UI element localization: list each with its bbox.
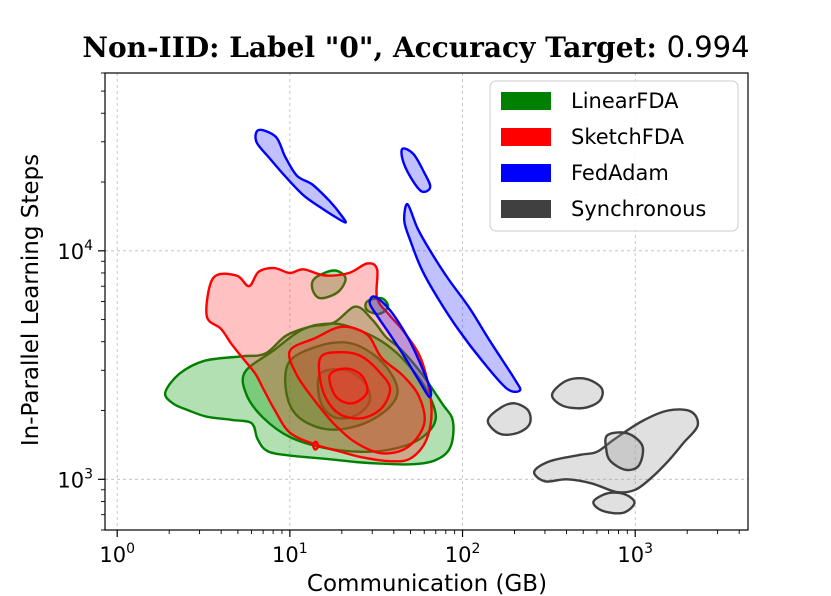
- y-axis-label: In-Parallel Learning Steps: [18, 154, 44, 446]
- contour-region: [400, 147, 432, 194]
- x-tick-label: 101: [272, 541, 308, 567]
- series-synchronous: [486, 377, 700, 515]
- legend-swatch-linearfda: [501, 92, 551, 110]
- contour-region: [310, 269, 347, 300]
- x-axis-ticks: 100 101 102 103: [99, 530, 740, 567]
- legend-box: [489, 80, 739, 232]
- legend-swatch-fedadam: [501, 164, 551, 182]
- y-tick-label: 104: [57, 238, 93, 264]
- contour-region: [254, 128, 347, 224]
- series-linearfda: [163, 269, 455, 466]
- chart-title-main: Non-IID: Label "0", Accuracy Target:: [82, 31, 666, 64]
- contour-region: [403, 202, 522, 394]
- legend-swatch-synchronous: [501, 200, 551, 218]
- x-tick-label: 102: [445, 541, 481, 567]
- contour-region: [368, 295, 433, 399]
- x-tick-label: 100: [99, 541, 135, 567]
- contour-region: [317, 350, 392, 420]
- legend-label-sketchfda: SketchFDA: [571, 125, 685, 149]
- y-axis-ticks: 103 104: [57, 72, 105, 531]
- contour-region: [328, 367, 369, 405]
- contour-region: [287, 325, 426, 455]
- chart-title-value: 0.994: [667, 30, 750, 64]
- grid-lines: [105, 73, 748, 530]
- series-sketchfda: [205, 262, 433, 463]
- legend-swatch-sketchfda: [501, 128, 551, 146]
- legend-label-linearfda: LinearFDA: [571, 89, 679, 113]
- x-axis-label: Communication (GB): [307, 571, 547, 596]
- legend-label-synchronous: Synchronous: [571, 197, 706, 221]
- contour-region: [241, 322, 438, 454]
- chart-title: Non-IID: Label "0", Accuracy Target: 0.9…: [82, 30, 749, 64]
- contour-region: [486, 402, 532, 437]
- contour-region: [532, 408, 700, 494]
- contour-region: [550, 377, 604, 410]
- y-tick-label: 103: [57, 466, 93, 492]
- legend-label-fedadam: FedAdam: [571, 161, 669, 185]
- series-fedadam: [254, 128, 522, 399]
- contour-region: [284, 341, 399, 431]
- x-tick-label: 103: [617, 541, 653, 567]
- contour-region: [163, 305, 455, 466]
- contour-region: [604, 431, 645, 472]
- legend: LinearFDA SketchFDA FedAdam Synchronous: [489, 80, 739, 232]
- contour-region: [592, 491, 636, 515]
- contour-region: [311, 440, 320, 451]
- contour-layer: [163, 128, 700, 515]
